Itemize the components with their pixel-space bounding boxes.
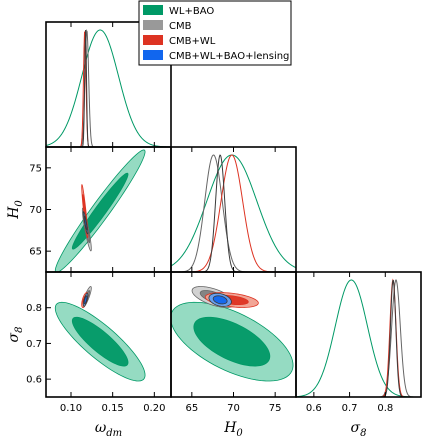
marginal-group-sigma8	[296, 278, 421, 397]
marginal-cmb	[296, 279, 421, 397]
x-tick-label-sigma8: 0.8	[377, 403, 393, 414]
x-axis-label-h0-subscript: 0	[236, 428, 243, 439]
contour-group-H0-vs-omega_dm	[54, 149, 146, 272]
marginal-cmb-wl-bao-lensing	[171, 154, 296, 272]
legend-swatch-cmb-wl	[143, 35, 163, 45]
x-tick-label-omega_dm: 0.10	[60, 403, 82, 414]
x-tick-label-sigma8: 0.7	[342, 403, 358, 414]
marginal-wl-bao	[296, 279, 421, 397]
x-axis-label-sigma8: σ8	[351, 420, 367, 439]
x-tick-label-H0: 70	[227, 403, 240, 414]
legend-swatch-cmb	[143, 20, 163, 30]
panel-frame-2-2	[295, 271, 422, 398]
legend-label-cmb-wl: CMB+WL	[169, 36, 216, 47]
marginal-group-omega_dm	[46, 29, 171, 147]
y-axis-label-h0-subscript: 0	[14, 200, 25, 207]
y-axis-label-h0: H0	[6, 200, 25, 220]
x-tick-label-sigma8: 0.6	[306, 403, 322, 414]
y-axis-label-sigma8: σ8	[6, 327, 25, 343]
panel-frame-1-1	[170, 146, 297, 273]
legend-label-cmb: CMB	[169, 21, 192, 32]
contour-inner-wl-bao	[71, 316, 129, 367]
x-axis-label-h0-symbol: H	[223, 420, 237, 436]
y-axis-label-sigma8-symbol: σ	[6, 332, 22, 342]
legend-swatch-wl-bao	[143, 5, 163, 15]
legend: WL+BAO CMB CMB+WL CMB+WL+BAO+lensing	[138, 0, 292, 66]
legend-label-wl-bao: WL+BAO	[169, 6, 214, 17]
x-tick-label-H0: 75	[269, 403, 282, 414]
legend-swatch-cmb-wl-bao-lensing	[143, 50, 163, 60]
legend-label-cmb-wl-bao-lensing: CMB+WL+BAO+lensing	[169, 51, 289, 62]
x-axis-label-sigma8-symbol: σ	[351, 420, 361, 436]
contour-inner-wl-bao	[193, 316, 271, 367]
legend-box	[138, 0, 292, 66]
contour-inner-cmb-wl-bao-lensing	[212, 295, 228, 305]
x-axis-label-omega-dm: ωdm	[95, 420, 122, 439]
marginal-cmb-wl	[171, 154, 296, 272]
y-tick-label-sigma8: 0.8	[26, 303, 42, 314]
y-tick-label-H0: 70	[29, 205, 42, 216]
contour-inner-cmb-wl-bao-lensing	[83, 215, 88, 231]
y-axis-label-sigma8-subscript: 8	[14, 327, 25, 333]
x-axis-label-omega-dm-subscript: dm	[106, 428, 122, 439]
marginal-group-H0	[171, 154, 296, 272]
contour-inner-wl-bao	[71, 172, 129, 250]
y-tick-label-H0: 65	[29, 247, 42, 258]
y-axis-label-h0-symbol: H	[6, 206, 22, 220]
y-tick-label-sigma8: 0.7	[26, 339, 42, 350]
marginal-cmb-wl	[296, 278, 421, 397]
contour-inner-cmb-wl-bao-lensing	[83, 295, 88, 305]
marginal-cmb	[171, 154, 296, 272]
contour-group-sigma8-vs-H0	[171, 286, 294, 382]
y-tick-label-sigma8: 0.6	[26, 375, 42, 386]
x-axis-label-omega-dm-symbol: ω	[95, 420, 107, 436]
y-tick-label-H0: 75	[29, 163, 42, 174]
x-tick-label-H0: 65	[185, 403, 198, 414]
x-axis-label-sigma8-subscript: 8	[360, 428, 366, 439]
x-tick-label-omega_dm: 0.15	[102, 403, 124, 414]
marginal-cmb-wl-bao-lensing	[296, 279, 421, 397]
marginal-wl-bao	[46, 29, 171, 147]
contour-group-sigma8-vs-omega_dm	[54, 286, 146, 382]
marginal-wl-bao	[171, 154, 296, 269]
x-axis-label-h0: H0	[223, 420, 243, 439]
x-tick-label-omega_dm: 0.20	[143, 403, 165, 414]
